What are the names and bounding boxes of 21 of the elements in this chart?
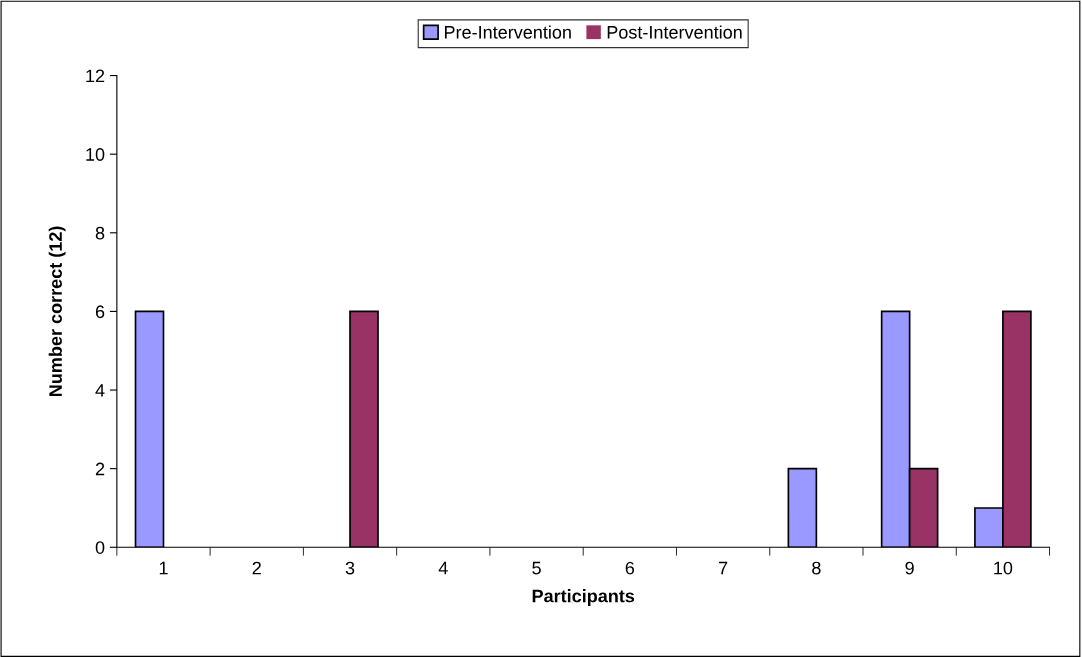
y-tick-label: 12 xyxy=(86,69,105,83)
y-tick-label: 10 xyxy=(86,148,105,161)
x-tick-label: 6 xyxy=(625,561,635,575)
x-tick-label: 8 xyxy=(812,561,821,575)
y-tick-label: 8 xyxy=(95,226,105,240)
x-tick-label: 3 xyxy=(345,561,355,575)
y-tick-label: 6 xyxy=(95,305,105,319)
x-tick-label: 2 xyxy=(252,561,261,575)
legend-label: Pre-Intervention xyxy=(444,25,571,39)
legend-label: Post-Intervention xyxy=(607,25,742,39)
x-tick-label: 4 xyxy=(438,561,448,575)
y-tick-label: 0 xyxy=(95,541,105,554)
y-axis-title: Number correct (12) xyxy=(48,226,66,396)
x-tick-label: 10 xyxy=(994,561,1013,575)
x-tick-label: 9 xyxy=(905,561,914,575)
y-tick-label: 2 xyxy=(95,462,105,476)
x-tick-label: 1 xyxy=(159,561,168,575)
y-tick-label: 4 xyxy=(95,384,105,397)
x-tick-label: 5 xyxy=(532,561,541,575)
x-tick-label: 7 xyxy=(719,561,728,575)
x-axis-title: Participants xyxy=(532,589,635,606)
